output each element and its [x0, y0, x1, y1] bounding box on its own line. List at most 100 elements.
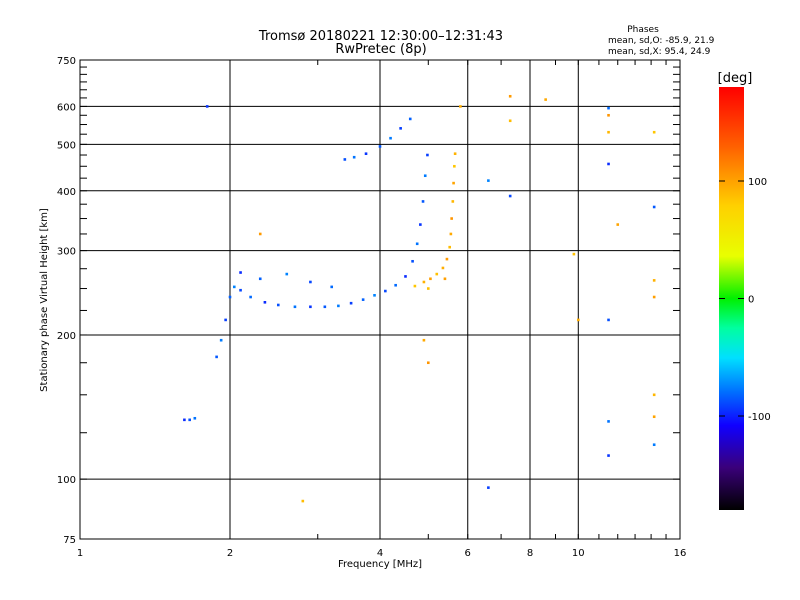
o-mode-point	[323, 305, 327, 309]
x-mode-point	[426, 287, 430, 290]
x-mode-point	[508, 94, 512, 98]
o-mode-point	[487, 486, 490, 489]
x-mode-point	[652, 393, 656, 397]
o-mode-point	[399, 127, 402, 130]
x-tick-label: 8	[527, 548, 533, 559]
o-mode-point	[389, 136, 392, 140]
colorbar-tick-label: 100	[748, 177, 767, 188]
x-tick-label: 6	[465, 548, 471, 559]
o-mode-point	[607, 106, 610, 110]
x-axis-label: Frequency [MHz]	[338, 559, 422, 570]
chart-subtitle: RwPretec (8p)	[335, 42, 426, 57]
o-mode-point	[239, 288, 242, 292]
x-mode-point	[572, 252, 576, 256]
y-tick-label: 75	[63, 535, 76, 546]
o-mode-point	[426, 153, 429, 157]
o-mode-point	[228, 295, 232, 299]
x-mode-point	[652, 279, 656, 282]
o-mode-point	[249, 295, 252, 299]
x-mode-point	[652, 295, 656, 299]
x-mode-point	[459, 105, 462, 108]
o-mode-point	[224, 318, 227, 322]
o-mode-point	[239, 271, 242, 274]
o-mode-point	[343, 158, 347, 161]
x-tick-label: 2	[227, 548, 233, 559]
o-mode-point	[384, 289, 387, 293]
o-mode-point	[232, 285, 236, 289]
stats-title: Phases	[627, 25, 659, 35]
y-tick-label: 200	[57, 331, 76, 342]
x-mode-point	[445, 257, 449, 261]
stats-x-line: mean, sd,X: 95.4, 24.9	[608, 47, 711, 57]
o-mode-point	[188, 418, 191, 422]
o-mode-point	[607, 420, 610, 423]
o-mode-point	[652, 205, 656, 209]
colorbar-tick-label: 0	[748, 295, 754, 306]
stats-o-line: mean, sd,O: -85.9, 21.9	[608, 36, 715, 46]
o-mode-point	[361, 298, 365, 301]
x-tick-label: 16	[674, 548, 687, 559]
x-mode-point	[544, 98, 547, 101]
x-mode-point	[451, 200, 455, 203]
o-mode-point	[508, 194, 512, 198]
x-tick-label: 10	[572, 548, 585, 559]
x-mode-point	[576, 318, 580, 322]
x-mode-point	[453, 164, 456, 168]
o-mode-point	[263, 300, 267, 304]
x-mode-point	[426, 361, 430, 365]
x-mode-point	[258, 232, 262, 236]
o-mode-point	[309, 280, 312, 284]
o-mode-point	[378, 145, 382, 148]
o-mode-point	[293, 305, 297, 309]
o-mode-point	[421, 200, 425, 203]
x-mode-point	[435, 272, 439, 276]
o-mode-point	[415, 242, 419, 246]
o-mode-point	[349, 301, 353, 305]
o-mode-point	[404, 275, 407, 278]
y-tick-label: 400	[57, 187, 76, 198]
o-mode-point	[352, 155, 356, 159]
y-tick-label: 300	[57, 247, 76, 258]
o-mode-point	[258, 277, 262, 281]
x-mode-point	[441, 266, 445, 270]
x-axis-ticks: 1 2 4 6 8 10 16	[77, 60, 687, 559]
y-axis-label: Stationary phase Virtual Height [km]	[39, 208, 50, 392]
x-mode-point	[429, 277, 432, 281]
o-mode-point	[183, 418, 186, 422]
o-mode-point	[373, 294, 376, 297]
x-mode-point	[508, 119, 512, 123]
x-mode-point	[453, 152, 457, 156]
o-mode-point	[652, 443, 656, 447]
o-mode-point	[276, 303, 280, 307]
o-mode-point	[419, 223, 422, 226]
x-mode-point	[448, 245, 452, 249]
x-mode-point	[422, 280, 426, 284]
x-mode-point	[449, 232, 453, 236]
x-mode-point	[652, 130, 656, 134]
plot-frame	[79, 59, 681, 540]
o-mode-point	[330, 285, 334, 289]
x-mode-point	[452, 181, 455, 185]
colorbar-label: [deg]	[718, 71, 753, 86]
o-mode-point	[607, 162, 610, 166]
x-mode-point	[413, 284, 417, 288]
x-mode-point	[450, 217, 453, 220]
x-mode-point	[607, 113, 610, 117]
o-mode-point	[337, 304, 340, 308]
y-tick-label: 100	[57, 475, 76, 486]
x-tick-label: 1	[77, 548, 83, 559]
o-mode-point	[394, 283, 397, 287]
x-mode-point	[652, 415, 656, 419]
x-mode-point	[301, 499, 305, 503]
x-mode-point	[422, 338, 426, 342]
o-mode-point	[423, 174, 427, 178]
colorbar-tick-label: -100	[748, 412, 771, 423]
grid-lines	[80, 60, 680, 539]
x-mode-point	[443, 277, 447, 281]
y-tick-label: 500	[57, 140, 76, 151]
data-points	[183, 94, 656, 503]
y-tick-label: 750	[57, 56, 76, 67]
o-mode-point	[219, 338, 223, 342]
o-mode-point	[215, 355, 218, 359]
